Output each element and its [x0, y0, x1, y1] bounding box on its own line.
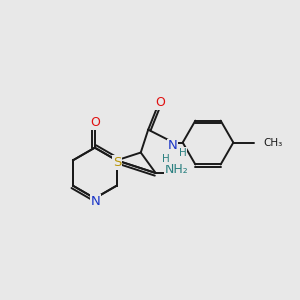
Text: CH₃: CH₃ — [264, 138, 283, 148]
Text: N: N — [90, 195, 100, 208]
Text: N: N — [168, 139, 178, 152]
Text: H: H — [179, 148, 187, 158]
Text: O: O — [155, 97, 165, 110]
Text: H: H — [163, 154, 170, 164]
Text: O: O — [90, 116, 100, 130]
Text: S: S — [113, 156, 122, 169]
Text: NH₂: NH₂ — [165, 163, 188, 176]
